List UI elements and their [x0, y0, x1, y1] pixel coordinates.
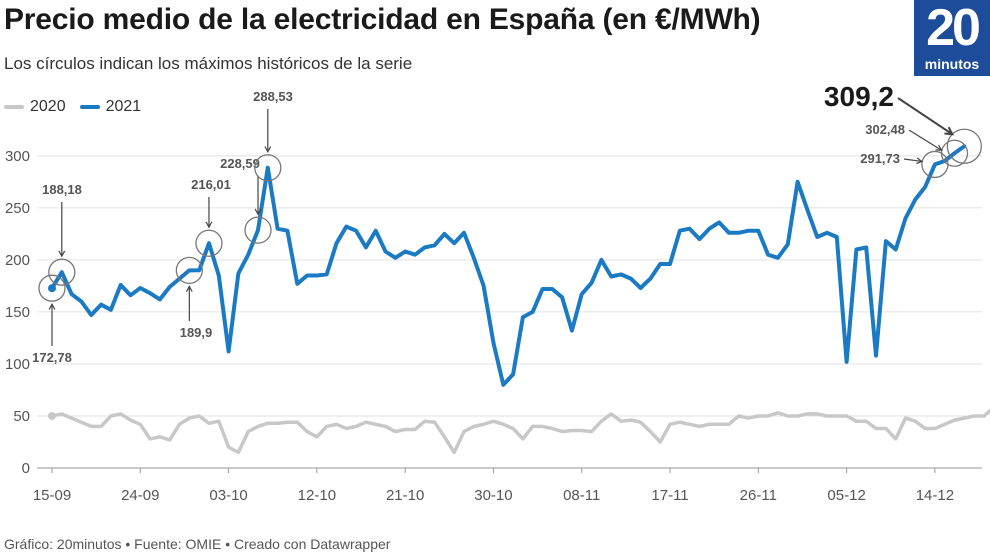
- annotation-arrow-line: [908, 129, 942, 151]
- series-line-2021: [50, 144, 967, 387]
- x-tick-label: 03-10: [209, 487, 247, 504]
- chart-subtitle: Los círculos indican los máximos históri…: [4, 54, 413, 73]
- y-tick-label: 50: [13, 408, 30, 425]
- x-tick-label: 17-11: [651, 487, 688, 504]
- annotation-arrow-line: [897, 97, 953, 136]
- annotation-arrow-head: [264, 146, 272, 153]
- x-tick-label: 24-09: [121, 487, 159, 504]
- annotation-label: 189,9: [180, 325, 213, 340]
- annotation-label: 228,59: [220, 156, 260, 171]
- annotation-arrow-line: [903, 158, 922, 163]
- y-tick-label: 0: [22, 460, 30, 477]
- annotation-arrow-head: [185, 285, 193, 292]
- logo-number: 20: [926, 0, 981, 57]
- annotation-arrow-head: [916, 157, 924, 165]
- legend-swatch-2020: [4, 105, 24, 109]
- annotation-arrow-head: [205, 221, 213, 229]
- y-tick-label: 300: [5, 148, 30, 165]
- x-tick-label: 12-10: [298, 487, 336, 504]
- annotation-arrow-head: [254, 208, 262, 216]
- x-tick-label: 30-10: [474, 487, 512, 504]
- legend-label-2021: 2021: [105, 98, 142, 115]
- annotation-arrow-head: [48, 302, 56, 310]
- series-start-dot-2020: [48, 411, 56, 420]
- y-tick-label: 200: [5, 252, 30, 269]
- highlight-circle: [946, 128, 982, 164]
- x-tick-label: 21-10: [386, 487, 424, 504]
- chart-title: Precio medio de la electricidad en Españ…: [4, 3, 761, 36]
- legend-item-2020: 2020: [4, 98, 66, 116]
- chart-legend: 2020 2021: [4, 98, 155, 116]
- annotation-arrow-head: [935, 144, 943, 151]
- legend-label-2020: 2020: [30, 98, 66, 115]
- x-tick-label: 14-12: [916, 487, 954, 504]
- brand-logo: 20 minutos: [914, 0, 990, 76]
- highlight-circle: [254, 154, 282, 182]
- annotation-label: 216,01: [191, 177, 231, 192]
- annotation-label: 309,2: [824, 81, 894, 112]
- highlight-circle: [244, 216, 272, 244]
- logo-word: minutos: [924, 56, 980, 72]
- series-line-2020: [50, 408, 990, 455]
- x-tick-label: 26-11: [740, 487, 777, 504]
- annotation-label: 172,78: [32, 350, 72, 365]
- highlight-circle: [48, 258, 76, 286]
- annotation-arrow-head: [944, 126, 955, 136]
- chart-footer: Gráfico: 20minutos • Fuente: OMIE • Crea…: [4, 536, 391, 552]
- x-tick-label: 15-09: [33, 487, 71, 504]
- annotation-label: 188,18: [42, 182, 82, 197]
- series-start-dot-2021: [48, 284, 56, 293]
- highlight-circle: [38, 274, 66, 302]
- highlight-circle: [195, 229, 223, 257]
- legend-swatch-2021: [79, 105, 100, 109]
- annotation-label: 288,53: [253, 89, 293, 104]
- y-tick-label: 250: [5, 200, 30, 217]
- legend-item-2021: 2021: [79, 98, 142, 116]
- x-tick-label: 05-12: [827, 487, 865, 504]
- x-tick-label: 08-11: [563, 487, 600, 504]
- annotation-label: 302,48: [865, 122, 905, 137]
- annotation-arrow-head: [58, 250, 66, 258]
- annotation-label: 291,73: [860, 151, 900, 166]
- y-tick-label: 150: [5, 304, 30, 321]
- highlight-circle: [175, 256, 203, 285]
- y-tick-label: 100: [5, 356, 30, 373]
- highlight-circle: [940, 139, 969, 167]
